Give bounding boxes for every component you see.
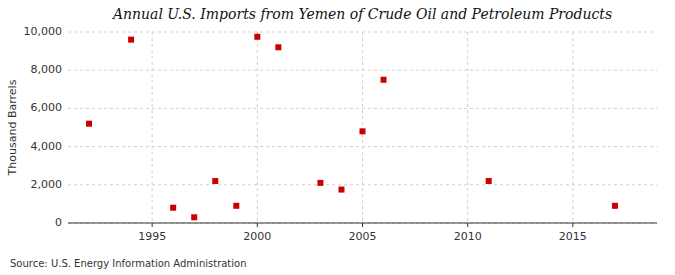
x-tick (467, 223, 468, 227)
y-tick-label: 8,000 (31, 63, 63, 76)
x-tick-label: 2000 (243, 230, 271, 243)
chart: 0 2,000 4,000 6,000 8,000 10,000 1995 2000 2005 2… (0, 0, 675, 275)
y-tick-label: 0 (55, 216, 62, 229)
x-tick-label: 2010 (454, 230, 482, 243)
point (254, 34, 260, 40)
x-axis-line (68, 223, 657, 224)
x-grid-line (362, 32, 363, 223)
y-tick-label: 10,000 (24, 25, 63, 38)
x-tick-label: 2015 (559, 230, 587, 243)
point (317, 180, 323, 186)
y-tick-label: 2,000 (31, 178, 63, 191)
points (86, 34, 618, 220)
point (191, 214, 197, 220)
point (275, 44, 281, 50)
point (170, 205, 176, 211)
point (212, 178, 218, 184)
y-axis-label: Thousand Barrels (6, 79, 19, 176)
point (338, 187, 344, 193)
x-tick (152, 223, 153, 227)
point (612, 203, 618, 209)
x-tick-label: 1995 (138, 230, 166, 243)
x-tick (362, 223, 363, 227)
x-grid-line (257, 32, 258, 223)
title: Annual U.S. Imports from Yemen of Crude … (111, 6, 612, 22)
point (381, 77, 387, 83)
point (86, 121, 92, 127)
y-grid-line (68, 108, 657, 109)
y-grid-line (68, 223, 657, 224)
x-tick-label: 2005 (349, 230, 377, 243)
y-tick-label: 4,000 (31, 140, 63, 153)
x-tick (572, 223, 573, 227)
point (486, 178, 492, 184)
x-grid-line (572, 32, 573, 223)
point (233, 203, 239, 209)
x-grid-line (152, 32, 153, 223)
x-grid-line (467, 32, 468, 223)
x-tick (257, 223, 258, 227)
grid (68, 32, 657, 223)
y-tick-label: 6,000 (31, 101, 63, 114)
point (360, 128, 366, 134)
point (128, 37, 134, 43)
annotation: Source: U.S. Energy Information Administ… (10, 258, 247, 269)
